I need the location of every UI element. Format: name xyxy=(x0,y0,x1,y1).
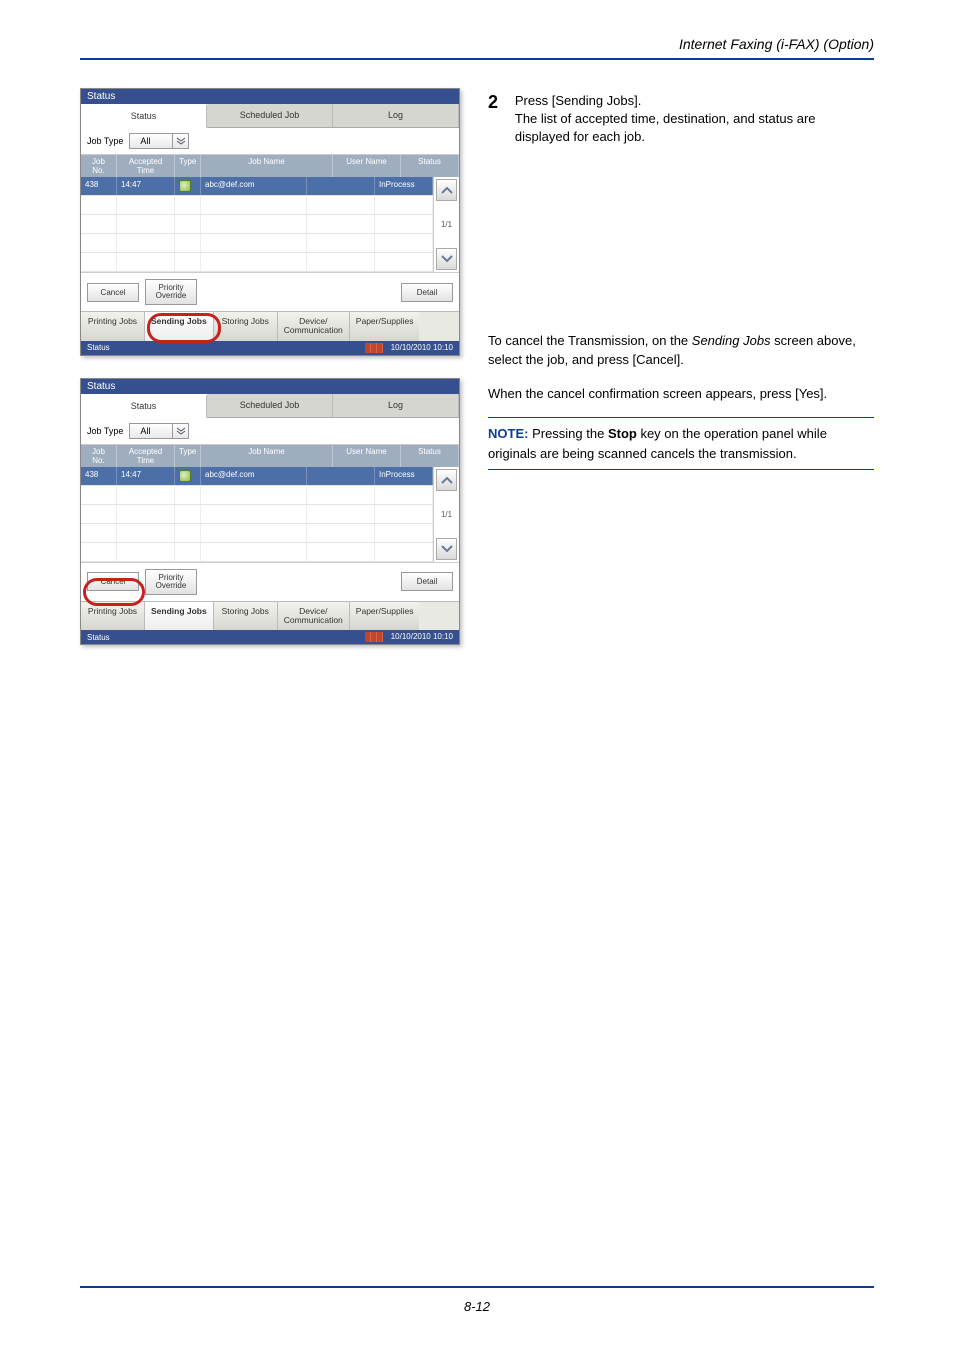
table-row xyxy=(81,486,433,505)
note-rule-bottom xyxy=(488,469,874,470)
step-2: 2 Press [Sending Jobs]. The list of acce… xyxy=(488,92,874,147)
footer-right: 10/10/2010 10:10 xyxy=(365,343,453,353)
confirm-paragraph: When the cancel confirmation screen appe… xyxy=(488,384,874,404)
scroll-up-button[interactable] xyxy=(436,179,457,201)
table-header: Job No. Accepted Time Type Job Name User… xyxy=(81,155,459,177)
table-row xyxy=(81,524,433,543)
table-row xyxy=(81,543,433,562)
table-header: Job No. Accepted Time Type Job Name User… xyxy=(81,445,459,467)
page-header: Internet Faxing (i-FAX) (Option) xyxy=(80,36,874,58)
cell-jobno: 438 xyxy=(81,177,117,195)
tab-device-communication[interactable]: Device/ Communication xyxy=(278,602,350,631)
table-row xyxy=(81,196,433,215)
tab-paper-supplies[interactable]: Paper/Supplies xyxy=(350,602,420,631)
scroll-up-button[interactable] xyxy=(436,469,457,491)
col-name: Job Name xyxy=(201,445,333,467)
document-icon xyxy=(179,470,191,482)
tab-printing-jobs[interactable]: Printing Jobs xyxy=(81,312,145,341)
jobtype-label: Job Type xyxy=(87,426,123,436)
col-time: Accepted Time xyxy=(117,155,175,177)
tab-log[interactable]: Log xyxy=(333,104,459,127)
tab-sending-jobs[interactable]: Sending Jobs xyxy=(145,312,214,341)
cell-status: InProcess xyxy=(375,177,433,195)
step-line1: Press [Sending Jobs]. xyxy=(515,93,641,108)
col-user: User Name xyxy=(333,155,401,177)
cell-user xyxy=(307,177,375,195)
copies-icon xyxy=(365,632,383,642)
detail-button[interactable]: Detail xyxy=(401,283,453,302)
page-indicator: 1/1 xyxy=(434,493,459,536)
priority-override-button[interactable]: Priority Override xyxy=(145,569,197,595)
footer-rule xyxy=(80,1286,874,1288)
status-panel-2: Status Status Scheduled Job Log Job Type… xyxy=(80,378,460,646)
col-jobno: Job No. xyxy=(81,445,117,467)
tab-scheduled[interactable]: Scheduled Job xyxy=(207,394,333,417)
footer-right: 10/10/2010 10:10 xyxy=(365,632,453,642)
cell-type xyxy=(175,467,201,485)
detail-button[interactable]: Detail xyxy=(401,572,453,591)
note-rule-top xyxy=(488,417,874,418)
document-icon xyxy=(179,180,191,192)
chevron-down-icon xyxy=(172,134,188,148)
cell-user xyxy=(307,467,375,485)
priority-override-button[interactable]: Priority Override xyxy=(145,279,197,305)
jobtype-value: All xyxy=(130,426,172,436)
note-label: NOTE: xyxy=(488,426,528,441)
cell-time: 14:47 xyxy=(117,177,175,195)
cell-time: 14:47 xyxy=(117,467,175,485)
cell-jobno: 438 xyxy=(81,467,117,485)
note-paragraph: NOTE: Pressing the Stop key on the opera… xyxy=(488,424,874,463)
panel-title: Status xyxy=(81,379,459,394)
col-type: Type xyxy=(175,445,201,467)
scroll-down-button[interactable] xyxy=(436,538,457,560)
jobtype-value: All xyxy=(130,136,172,146)
tab-storing-jobs[interactable]: Storing Jobs xyxy=(214,312,278,341)
table-row xyxy=(81,234,433,253)
tab-scheduled[interactable]: Scheduled Job xyxy=(207,104,333,127)
tab-device-communication[interactable]: Device/ Communication xyxy=(278,312,350,341)
tab-sending-jobs[interactable]: Sending Jobs xyxy=(145,602,214,631)
cell-status: InProcess xyxy=(375,467,433,485)
footer-left: Status xyxy=(87,633,110,642)
col-name: Job Name xyxy=(201,155,333,177)
jobtype-select[interactable]: All xyxy=(129,133,189,149)
cancel-button[interactable]: Cancel xyxy=(87,572,139,591)
tab-status[interactable]: Status xyxy=(81,105,207,128)
page-indicator: 1/1 xyxy=(434,203,459,246)
cancel-button[interactable]: Cancel xyxy=(87,283,139,302)
table-row[interactable]: 438 14:47 abc@def.com InProcess xyxy=(81,177,433,196)
tab-storing-jobs[interactable]: Storing Jobs xyxy=(214,602,278,631)
page-number: 8-12 xyxy=(0,1299,954,1314)
jobtype-select[interactable]: All xyxy=(129,423,189,439)
status-panel-1: Status Status Scheduled Job Log Job Type… xyxy=(80,88,460,356)
scroll-down-button[interactable] xyxy=(436,248,457,270)
step-number: 2 xyxy=(488,92,503,147)
header-rule xyxy=(80,58,874,60)
tab-status[interactable]: Status xyxy=(81,395,207,418)
jobtype-label: Job Type xyxy=(87,136,123,146)
table-row xyxy=(81,215,433,234)
tab-log[interactable]: Log xyxy=(333,394,459,417)
col-jobno: Job No. xyxy=(81,155,117,177)
tab-printing-jobs[interactable]: Printing Jobs xyxy=(81,602,145,631)
table-row xyxy=(81,253,433,272)
cell-type xyxy=(175,177,201,195)
cell-name: abc@def.com xyxy=(201,467,307,485)
col-time: Accepted Time xyxy=(117,445,175,467)
col-status: Status xyxy=(401,445,459,467)
table-row[interactable]: 438 14:47 abc@def.com InProcess xyxy=(81,467,433,486)
copies-icon xyxy=(365,343,383,353)
cancel-paragraph: To cancel the Transmission, on the Sendi… xyxy=(488,331,874,370)
step-line2: The list of accepted time, destination, … xyxy=(515,111,816,144)
chevron-down-icon xyxy=(172,424,188,438)
col-type: Type xyxy=(175,155,201,177)
cell-name: abc@def.com xyxy=(201,177,307,195)
panel-title: Status xyxy=(81,89,459,104)
table-row xyxy=(81,505,433,524)
col-user: User Name xyxy=(333,445,401,467)
tab-paper-supplies[interactable]: Paper/Supplies xyxy=(350,312,420,341)
footer-left: Status xyxy=(87,343,110,352)
col-status: Status xyxy=(401,155,459,177)
